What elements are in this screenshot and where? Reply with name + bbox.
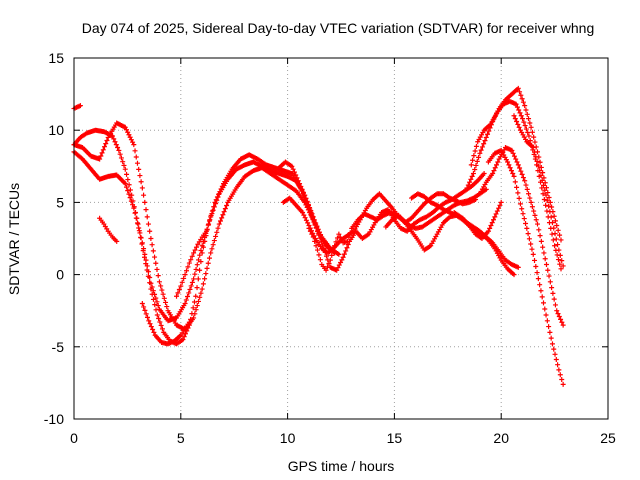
data-point-markers (451, 210, 521, 270)
series-track-p (477, 145, 566, 328)
data-point-markers (71, 103, 83, 112)
series-track-q (485, 147, 566, 387)
y-tick-label: 15 (48, 50, 64, 66)
y-tick-label: -10 (44, 411, 64, 427)
x-tick-label: 15 (387, 430, 403, 446)
chart-title: Day 074 of 2025, Sidereal Day-to-day VTE… (82, 20, 595, 36)
x-tick-label: 20 (493, 430, 509, 446)
series-track-f (139, 300, 192, 347)
axis-ticks: 0 5 10 15 20 25 -10 -5 0 5 10 15 (44, 50, 616, 446)
x-axis-label: GPS time / hours (288, 458, 395, 474)
plot-frame (73, 57, 609, 420)
y-tick-label: -5 (52, 339, 65, 355)
series-track-d (71, 120, 342, 332)
series-track-i (280, 191, 479, 256)
x-tick-label: 10 (280, 430, 296, 446)
data-point-markers (477, 145, 566, 328)
data-point-markers (485, 147, 566, 387)
series-track-m (451, 210, 521, 270)
x-tick-label: 25 (600, 430, 616, 446)
series-track-a (71, 103, 83, 112)
y-tick-label: 5 (56, 194, 64, 210)
x-tick-label: 0 (70, 430, 78, 446)
series-track-e (97, 215, 120, 244)
series-track-r (511, 113, 566, 269)
data-point-markers (71, 120, 342, 332)
x-tick-label: 5 (177, 430, 185, 446)
data-point-markers (139, 300, 192, 347)
data-point-markers (280, 191, 479, 256)
data-marks (71, 85, 566, 387)
y-axis-label: SDTVAR / TECUs (6, 183, 22, 295)
series-track-j (306, 186, 489, 273)
data-point-markers (306, 186, 489, 273)
data-point-markers (511, 113, 566, 269)
y-tick-label: 10 (48, 122, 64, 138)
series-track-g (174, 228, 209, 299)
data-point-markers (97, 215, 120, 244)
data-point-markers (174, 228, 209, 299)
y-tick-label: 0 (56, 267, 64, 283)
